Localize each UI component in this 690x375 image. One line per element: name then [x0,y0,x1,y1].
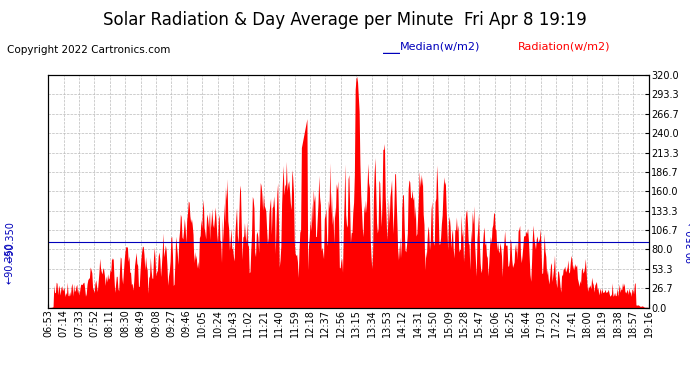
Text: Solar Radiation & Day Average per Minute  Fri Apr 8 19:19: Solar Radiation & Day Average per Minute… [103,11,587,29]
Text: 90.350→: 90.350→ [687,221,690,263]
Text: Median(w/m2): Median(w/m2) [400,41,480,51]
Text: Radiation(w/m2): Radiation(w/m2) [518,41,610,51]
Text: ←90.350: ←90.350 [4,242,14,284]
Text: Copyright 2022 Cartronics.com: Copyright 2022 Cartronics.com [7,45,170,55]
Text: ←90.350: ←90.350 [6,221,15,263]
